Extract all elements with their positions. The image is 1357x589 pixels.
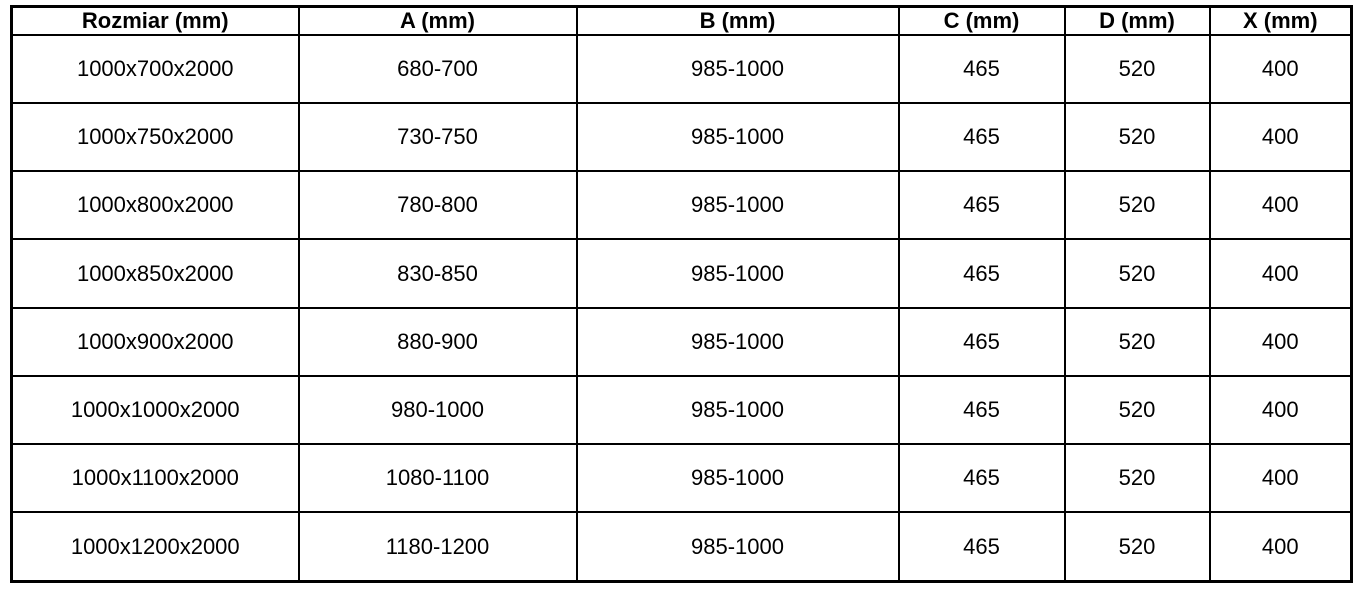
table-cell-rozmiar: 1000x1000x2000 — [10, 374, 300, 445]
table-cell-d: 520 — [1063, 170, 1211, 241]
column-header-b: B (mm) — [575, 5, 900, 36]
table-cell-d: 520 — [1063, 306, 1211, 377]
table-cell-c: 465 — [897, 33, 1066, 105]
table-cell-c: 465 — [897, 374, 1066, 445]
table-cell-x: 400 — [1208, 374, 1353, 445]
table-cell-x: 400 — [1208, 102, 1353, 173]
table-cell-a: 980-1000 — [297, 374, 578, 445]
table-cell-b: 985-1000 — [575, 102, 900, 173]
table-row: 1000x1100x2000 1080-1100 985-1000 465 52… — [10, 442, 1353, 514]
table-cell-rozmiar: 1000x850x2000 — [10, 238, 300, 309]
table-row: 1000x1200x2000 1180-1200 985-1000 465 52… — [10, 511, 1353, 583]
table-cell-rozmiar: 1000x700x2000 — [10, 33, 300, 105]
table-cell-c: 465 — [897, 306, 1066, 377]
table-row: 1000x800x2000 780-800 985-1000 465 520 4… — [10, 170, 1353, 241]
table-cell-b: 985-1000 — [575, 33, 900, 105]
table-cell-d: 520 — [1063, 33, 1211, 105]
table-cell-b: 985-1000 — [575, 374, 900, 445]
table-cell-a: 730-750 — [297, 102, 578, 173]
table-cell-rozmiar: 1000x900x2000 — [10, 306, 300, 377]
table-cell-b: 985-1000 — [575, 442, 900, 514]
table-cell-c: 465 — [897, 170, 1066, 241]
table-cell-rozmiar: 1000x750x2000 — [10, 102, 300, 173]
table-cell-a: 1080-1100 — [297, 442, 578, 514]
column-header-d: D (mm) — [1063, 5, 1211, 36]
table-row: 1000x750x2000 730-750 985-1000 465 520 4… — [10, 102, 1353, 173]
column-header-rozmiar: Rozmiar (mm) — [10, 5, 300, 36]
table-row: 1000x1000x2000 980-1000 985-1000 465 520… — [10, 374, 1353, 445]
table-cell-b: 985-1000 — [575, 306, 900, 377]
table-cell-x: 400 — [1208, 33, 1353, 105]
table-cell-b: 985-1000 — [575, 170, 900, 241]
table-cell-a: 1180-1200 — [297, 511, 578, 583]
column-header-c: C (mm) — [897, 5, 1066, 36]
table-cell-a: 830-850 — [297, 238, 578, 309]
table-cell-rozmiar: 1000x800x2000 — [10, 170, 300, 241]
table-cell-x: 400 — [1208, 170, 1353, 241]
table-cell-c: 465 — [897, 442, 1066, 514]
table-cell-x: 400 — [1208, 306, 1353, 377]
table-cell-b: 985-1000 — [575, 511, 900, 583]
dimensions-table: Rozmiar (mm) A (mm) B (mm) C (mm) D (mm)… — [10, 5, 1353, 583]
table-row: 1000x850x2000 830-850 985-1000 465 520 4… — [10, 238, 1353, 309]
table-cell-a: 680-700 — [297, 33, 578, 105]
table-cell-a: 780-800 — [297, 170, 578, 241]
column-header-a: A (mm) — [297, 5, 578, 36]
table-cell-b: 985-1000 — [575, 238, 900, 309]
table-cell-c: 465 — [897, 238, 1066, 309]
table-cell-x: 400 — [1208, 442, 1353, 514]
table-header-row: Rozmiar (mm) A (mm) B (mm) C (mm) D (mm)… — [10, 5, 1353, 36]
table-cell-rozmiar: 1000x1100x2000 — [10, 442, 300, 514]
table-cell-d: 520 — [1063, 511, 1211, 583]
table-cell-rozmiar: 1000x1200x2000 — [10, 511, 300, 583]
table-cell-x: 400 — [1208, 238, 1353, 309]
column-header-x: X (mm) — [1208, 5, 1353, 36]
table-cell-a: 880-900 — [297, 306, 578, 377]
table-cell-d: 520 — [1063, 102, 1211, 173]
table-cell-d: 520 — [1063, 442, 1211, 514]
table-row: 1000x900x2000 880-900 985-1000 465 520 4… — [10, 306, 1353, 377]
table-cell-x: 400 — [1208, 511, 1353, 583]
table-row: 1000x700x2000 680-700 985-1000 465 520 4… — [10, 33, 1353, 105]
table-cell-d: 520 — [1063, 374, 1211, 445]
table-cell-d: 520 — [1063, 238, 1211, 309]
table-cell-c: 465 — [897, 511, 1066, 583]
table-cell-c: 465 — [897, 102, 1066, 173]
